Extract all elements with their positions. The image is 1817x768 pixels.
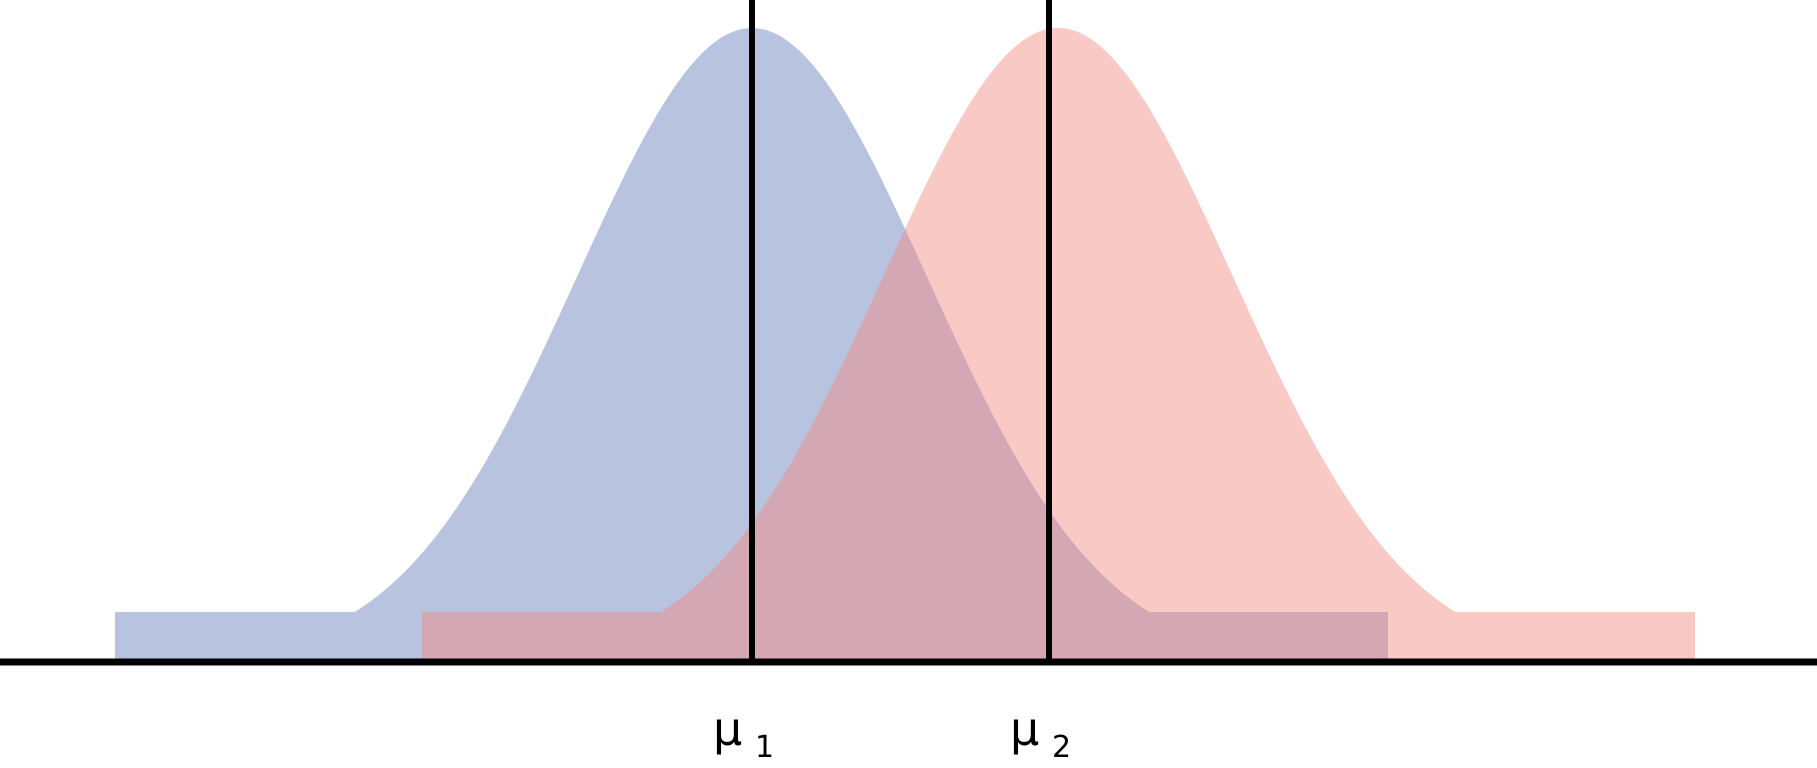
- mean-2-subscript: 2: [1052, 730, 1071, 765]
- mean-1-label: μ 1: [713, 702, 774, 765]
- mean-2-symbol: μ: [1010, 702, 1039, 756]
- distribution-2-curve: [422, 28, 1695, 660]
- mean-2-label: μ 2: [1010, 702, 1071, 765]
- mean-1-subscript: 1: [755, 730, 774, 765]
- mean-1-symbol: μ: [713, 702, 742, 756]
